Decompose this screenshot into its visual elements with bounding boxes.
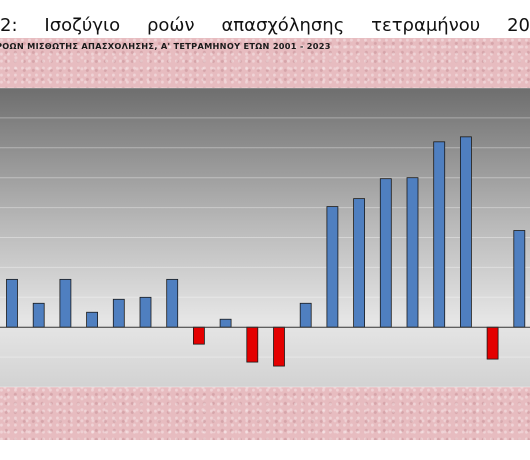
bar: [166, 278, 179, 328]
bar: [513, 230, 526, 328]
bar: [379, 178, 392, 328]
bar: [406, 177, 419, 328]
chart-title: ΡΟΩΝ ΜΙΣΘΩΤΗΣ ΑΠΑΣΧΟΛΗΣΗΣ, Α' ΤΕΤΡΑΜΗΝΟΥ…: [0, 41, 331, 51]
bar: [459, 136, 472, 328]
bar: [219, 318, 232, 328]
bar: [246, 326, 259, 363]
caption-word: τετραμήνου: [371, 14, 481, 36]
caption-word: 20: [507, 14, 530, 36]
bar: [299, 302, 312, 328]
figure-caption: 2: Ισοζύγιο ροών απασχόλησης τετραμήνου …: [0, 12, 530, 38]
bar: [192, 326, 205, 345]
caption-number: 2:: [0, 14, 18, 36]
caption-word: απασχόλησης: [221, 14, 345, 36]
bar: [6, 278, 18, 328]
bar: [486, 326, 499, 360]
bar: [139, 296, 152, 328]
bar: [112, 298, 125, 328]
bar: [59, 278, 72, 328]
caption-word: Ισοζύγιο: [44, 14, 121, 36]
bar: [326, 206, 339, 328]
bar: [433, 141, 446, 328]
bar: [353, 198, 366, 328]
bar: [86, 311, 98, 328]
bar: [32, 302, 45, 328]
caption-word: ροών: [146, 14, 195, 36]
bar: [273, 326, 285, 367]
